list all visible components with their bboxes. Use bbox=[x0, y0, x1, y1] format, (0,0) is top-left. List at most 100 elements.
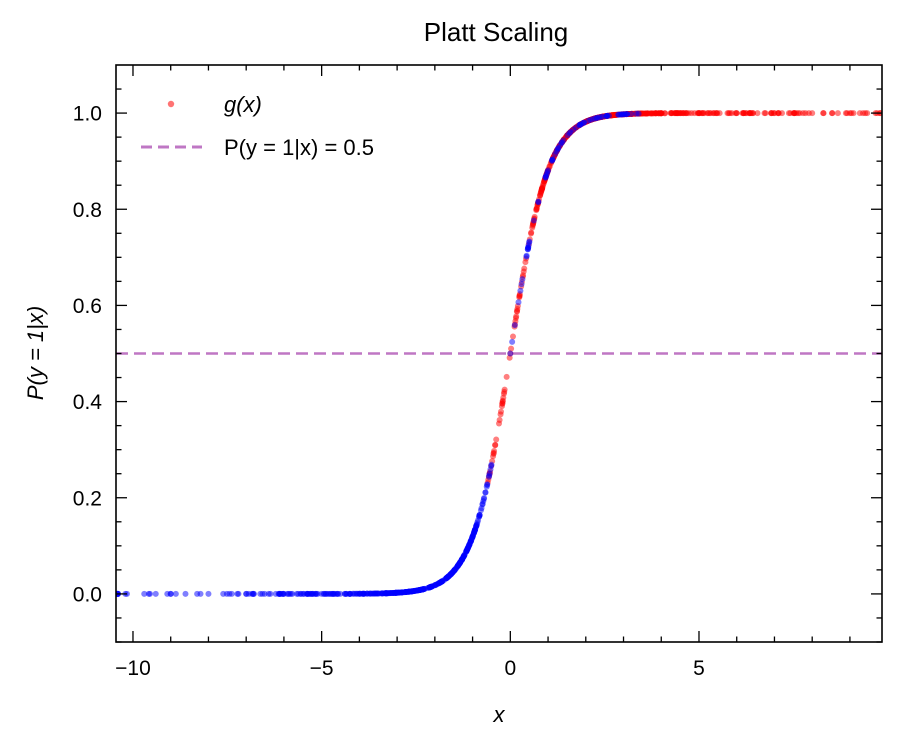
data-point-negative bbox=[426, 584, 433, 591]
data-point-positive bbox=[842, 110, 849, 117]
data-point-positive bbox=[513, 313, 520, 320]
data-point-negative bbox=[628, 110, 635, 117]
data-point-negative bbox=[476, 511, 483, 518]
data-point-positive bbox=[646, 110, 653, 117]
x-tick-label: −5 bbox=[310, 657, 334, 680]
data-point-negative bbox=[535, 198, 542, 205]
data-point-negative bbox=[152, 590, 159, 597]
data-point-positive bbox=[748, 110, 755, 117]
data-point-negative bbox=[524, 246, 531, 253]
x-tick-label: 0 bbox=[504, 657, 516, 680]
data-point-negative bbox=[322, 590, 329, 597]
data-point-positive bbox=[496, 416, 503, 423]
data-point-negative bbox=[560, 137, 567, 144]
data-point-negative bbox=[342, 590, 349, 597]
data-point-negative bbox=[372, 590, 379, 597]
data-point-negative bbox=[164, 590, 171, 597]
data-point-positive bbox=[733, 110, 740, 117]
data-point-positive bbox=[829, 110, 836, 117]
legend-label-gx: g(x) bbox=[224, 92, 262, 117]
data-point-positive bbox=[674, 110, 681, 117]
data-point-positive bbox=[848, 110, 855, 117]
data-point-positive bbox=[860, 110, 867, 117]
data-point-positive bbox=[538, 188, 545, 195]
x-tick-label: −10 bbox=[115, 657, 151, 680]
data-point-negative bbox=[331, 590, 338, 597]
data-point-positive bbox=[834, 110, 841, 117]
data-point-negative bbox=[581, 119, 588, 126]
data-point-positive bbox=[761, 110, 768, 117]
data-point-negative bbox=[530, 217, 537, 224]
data-point-negative bbox=[480, 495, 487, 502]
data-point-negative bbox=[383, 590, 390, 597]
data-point-positive bbox=[791, 110, 798, 117]
data-point-positive bbox=[820, 110, 827, 117]
legend-marker-gx bbox=[167, 100, 175, 108]
data-point-negative bbox=[509, 338, 516, 345]
data-point-negative bbox=[396, 589, 403, 596]
data-point-negative bbox=[454, 562, 461, 569]
y-tick-label: 0.6 bbox=[73, 295, 102, 318]
data-point-positive bbox=[508, 345, 515, 352]
data-point-positive bbox=[492, 442, 499, 449]
data-point-negative bbox=[439, 577, 446, 584]
data-point-negative bbox=[517, 287, 524, 294]
data-point-negative bbox=[408, 588, 415, 595]
data-point-negative bbox=[275, 590, 282, 597]
data-point-positive bbox=[657, 110, 664, 117]
data-point-positive bbox=[501, 388, 508, 395]
data-point-negative bbox=[448, 570, 455, 577]
data-point-negative bbox=[479, 500, 486, 507]
data-point-positive bbox=[503, 373, 510, 380]
data-point-negative bbox=[356, 590, 363, 597]
data-point-negative bbox=[570, 126, 577, 133]
data-point-negative bbox=[172, 590, 179, 597]
data-point-negative bbox=[482, 489, 489, 496]
y-tick-label: 0.8 bbox=[73, 199, 102, 222]
y-tick-label: 1.0 bbox=[73, 103, 102, 126]
data-point-positive bbox=[726, 110, 733, 117]
data-point-negative bbox=[511, 322, 518, 329]
data-point-positive bbox=[499, 400, 506, 407]
data-point-positive bbox=[706, 110, 713, 117]
data-point-negative bbox=[420, 586, 427, 593]
data-point-positive bbox=[691, 110, 698, 117]
data-point-positive bbox=[701, 110, 708, 117]
data-point-positive bbox=[800, 110, 807, 117]
data-point-positive bbox=[528, 229, 535, 236]
data-point-negative bbox=[261, 590, 268, 597]
data-point-negative bbox=[458, 557, 465, 564]
chart-title: Platt Scaling bbox=[424, 17, 569, 47]
data-point-positive bbox=[739, 110, 746, 117]
ticks-layer bbox=[116, 65, 882, 643]
data-point-negative bbox=[507, 350, 514, 357]
legend: g(x) P(y = 1|x) = 0.5 bbox=[141, 92, 374, 160]
data-point-positive bbox=[768, 110, 775, 117]
data-point-positive bbox=[497, 411, 504, 418]
data-point-negative bbox=[523, 252, 530, 259]
data-point-positive bbox=[682, 110, 689, 117]
data-point-negative bbox=[484, 481, 491, 488]
data-point-negative bbox=[220, 590, 227, 597]
data-point-negative bbox=[197, 590, 204, 597]
data-point-positive bbox=[714, 110, 721, 117]
data-point-negative bbox=[633, 110, 640, 117]
data-point-negative bbox=[518, 281, 525, 288]
data-point-positive bbox=[500, 394, 507, 401]
series-negative bbox=[116, 110, 642, 597]
data-point-negative bbox=[463, 548, 470, 555]
data-point-negative bbox=[303, 590, 310, 597]
data-point-negative bbox=[555, 145, 562, 152]
data-point-negative bbox=[622, 111, 629, 118]
y-tick-label: 0.0 bbox=[73, 583, 102, 606]
data-point-positive bbox=[805, 110, 812, 117]
data-point-positive bbox=[754, 110, 761, 117]
data-point-positive bbox=[514, 305, 521, 312]
data-point-negative bbox=[515, 299, 522, 306]
data-point-negative bbox=[593, 114, 600, 121]
data-point-negative bbox=[487, 466, 494, 473]
x-axis-label: x bbox=[493, 702, 506, 727]
data-point-negative bbox=[280, 590, 287, 597]
data-point-negative bbox=[542, 173, 549, 180]
